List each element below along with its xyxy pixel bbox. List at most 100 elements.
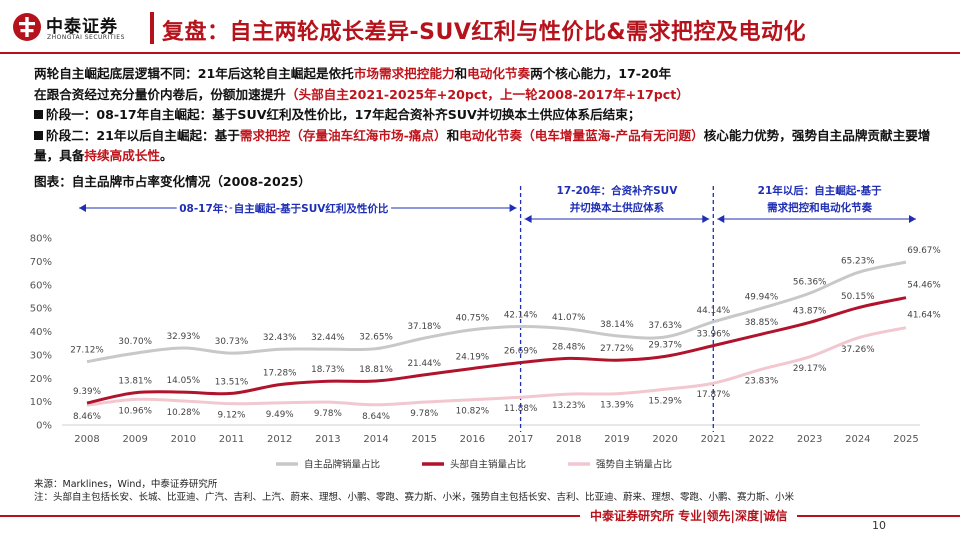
x-tick-label: 2010 xyxy=(171,434,196,445)
data-label: 10.28% xyxy=(167,408,201,418)
y-tick-label: 0% xyxy=(36,421,52,432)
series-line-2 xyxy=(86,296,907,405)
highlight-text: 持续高成长性 xyxy=(84,148,160,163)
x-tick-label: 2020 xyxy=(652,434,677,445)
footer-rule xyxy=(0,515,960,517)
data-label: 9.78% xyxy=(314,409,342,419)
data-label: 18.81% xyxy=(359,365,393,375)
data-label: 11.88% xyxy=(504,404,538,414)
y-tick-label: 80% xyxy=(30,234,52,245)
y-tick-label: 40% xyxy=(30,327,52,338)
page-number: 10 xyxy=(872,519,886,532)
arrow-left-icon xyxy=(717,215,725,223)
data-label: 8.46% xyxy=(73,412,101,422)
data-label: 13.23% xyxy=(552,401,586,411)
data-label: 50.15% xyxy=(841,292,875,302)
x-tick-label: 2018 xyxy=(556,434,581,445)
data-label: 56.36% xyxy=(793,277,827,287)
data-label: 30.73% xyxy=(215,337,249,347)
x-tick-label: 2011 xyxy=(219,434,244,445)
highlight-text: 需求把控（存量油车红海市场-痛点） xyxy=(239,127,447,143)
highlight-text: （头部自主2021-2025年+20pct，上一轮2008-2017年+17pc… xyxy=(285,86,689,102)
data-label: 9.39% xyxy=(73,387,101,397)
data-label: 18.73% xyxy=(311,365,345,375)
series-line-1 xyxy=(86,260,907,364)
source-note: 来源：Marklines，Wind，中泰证券研究所 xyxy=(34,479,218,490)
data-label: 27.72% xyxy=(600,344,634,354)
footer-slogan: 中泰证券研究所 专业|领先|深度|诚信 xyxy=(580,506,798,526)
arrow-right-icon xyxy=(509,204,517,212)
text-segment: 。 xyxy=(159,148,173,163)
data-label: 13.39% xyxy=(600,401,634,411)
data-label: 69.67% xyxy=(907,246,941,256)
arrow-left-icon xyxy=(524,215,532,223)
logo-text-en: ZHONGTAI SECURITIES xyxy=(47,34,125,41)
y-tick-label: 70% xyxy=(30,257,52,268)
data-label: 17.28% xyxy=(263,369,297,379)
x-tick-label: 2016 xyxy=(460,434,485,445)
phase-two-label-line1: 17-20年：合资补齐SUV xyxy=(557,184,679,197)
data-label: 38.14% xyxy=(600,320,634,330)
phase-one-text: 基于SUV红利及性价比，17年起合资补齐SUV并切换本土供应体系后结束； xyxy=(212,107,641,122)
text-segment: 和 xyxy=(446,127,460,143)
data-label: 37.63% xyxy=(648,321,682,331)
legend-label: 自主品牌销量占比 xyxy=(304,459,380,471)
y-tick-label: 50% xyxy=(30,304,52,315)
zhongtai-logo-icon xyxy=(13,13,41,41)
highlight-text: 市场需求把控能力 xyxy=(353,66,455,81)
data-label: 28.48% xyxy=(552,342,586,352)
arrow-right-icon xyxy=(702,215,710,223)
x-tick-label: 2023 xyxy=(797,434,822,445)
data-label: 9.12% xyxy=(218,411,246,421)
text-segment: 两个核心能力，17-20年 xyxy=(530,66,672,81)
x-tick-label: 2009 xyxy=(122,434,147,445)
x-tick-label: 2019 xyxy=(604,434,629,445)
data-label: 38.85% xyxy=(745,318,779,328)
data-label: 65.23% xyxy=(841,257,875,267)
company-logo: 中泰证券 ZHONGTAI SECURITIES xyxy=(12,10,142,46)
highlight-text: 电动化节奏 xyxy=(467,66,531,81)
text-segment: 基于 xyxy=(214,127,240,143)
phase-one-label: 08-17年：自主崛起-基于SUV红利及性价比 xyxy=(179,202,389,215)
phase-one-bullet: 阶段一：08-17年自主崛起：基于SUV红利及性价比，17年起合资补齐SUV并切… xyxy=(34,105,934,126)
data-label: 43.87% xyxy=(793,306,827,316)
x-tick-label: 2013 xyxy=(315,434,340,445)
data-label: 10.96% xyxy=(118,406,152,416)
x-tick-label: 2024 xyxy=(845,434,870,445)
x-tick-label: 2025 xyxy=(893,434,918,445)
data-label: 29.17% xyxy=(793,364,827,374)
data-label: 32.65% xyxy=(359,333,393,343)
text-segment: 核心能力优势，强势自主品牌贡献主要增量，具备 xyxy=(34,127,931,164)
data-label: 26.69% xyxy=(504,347,538,357)
legend-label: 强势自主销量占比 xyxy=(596,459,672,471)
summary-text: 两轮自主崛起底层逻辑不同：21年后这轮自主崛起是依托市场需求把控能力和电动化节奏… xyxy=(34,64,934,167)
x-tick-label: 2022 xyxy=(749,434,774,445)
data-label: 33.96% xyxy=(697,330,731,340)
data-label: 32.43% xyxy=(263,333,297,343)
phase-three-label-line2: 需求把控和电动化节奏 xyxy=(767,201,872,214)
data-label: 14.05% xyxy=(167,376,201,386)
text-segment: 两轮自主崛起底层逻辑不同：21年后这轮自主崛起是依托 xyxy=(34,66,354,81)
data-label: 32.93% xyxy=(167,332,201,342)
x-tick-label: 2021 xyxy=(701,434,726,445)
highlight-text: 电动化节奏（电车增量蓝海-产品有无问题） xyxy=(459,127,704,143)
data-label: 13.81% xyxy=(118,377,152,387)
data-label: 13.51% xyxy=(215,377,249,387)
header-rule xyxy=(0,52,960,54)
data-label: 30.70% xyxy=(118,337,152,347)
data-label: 24.19% xyxy=(456,352,490,362)
phase-two-bullet: 阶段二：21年以后自主崛起：基于需求把控（存量油车红海市场-痛点）和电动化节奏（… xyxy=(34,126,934,167)
series-line-3 xyxy=(86,326,907,407)
data-label: 41.07% xyxy=(552,313,586,323)
arrow-left-icon xyxy=(79,204,86,212)
x-tick-label: 2012 xyxy=(267,434,292,445)
square-bullet-icon xyxy=(34,110,43,119)
y-tick-label: 20% xyxy=(30,374,52,385)
data-label: 29.37% xyxy=(648,340,682,350)
y-tick-label: 10% xyxy=(30,397,52,408)
text-segment: 在跟合资经过充分量价内卷后，份额加速提升 xyxy=(34,86,286,102)
data-label: 37.26% xyxy=(841,345,875,355)
x-tick-label: 2015 xyxy=(412,434,437,445)
data-label: 49.94% xyxy=(745,292,779,302)
phase-three-label-line1: 21年以后：自主崛起-基于 xyxy=(758,184,882,197)
